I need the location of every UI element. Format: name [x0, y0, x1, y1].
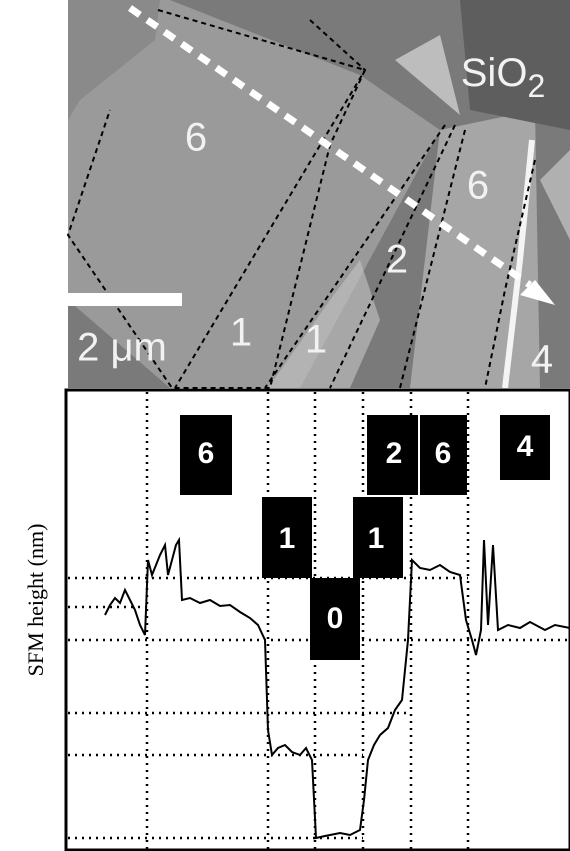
sfm-image: 2 μm SiO2 6 1 1 2 6 4: [68, 0, 570, 388]
material-subscript: 2: [527, 68, 545, 104]
layer-label: 1: [368, 522, 385, 555]
layer-label: 4: [517, 430, 534, 463]
material-base: SiO: [461, 51, 528, 95]
height-profile: SFM height (nm) 6 1 0 1 2 6 4: [23, 390, 570, 850]
scale-bar: [68, 293, 182, 306]
layer-label: 0: [327, 602, 344, 635]
region-label: 4: [531, 338, 553, 382]
figure: 2 μm SiO2 6 1 1 2 6 4 SFM height (nm) 6 …: [0, 0, 570, 851]
region-label: 1: [230, 311, 252, 355]
layer-label: 1: [279, 522, 296, 555]
layer-label: 6: [435, 437, 452, 470]
layer-label: 2: [386, 437, 403, 470]
region-label: 6: [185, 116, 207, 160]
region-label: 1: [305, 318, 327, 362]
layer-label: 6: [198, 437, 215, 470]
scale-label: 2 μm: [77, 326, 167, 370]
y-axis-label: SFM height (nm): [23, 524, 48, 677]
region-label: 2: [386, 238, 408, 282]
region-label: 6: [467, 164, 489, 208]
